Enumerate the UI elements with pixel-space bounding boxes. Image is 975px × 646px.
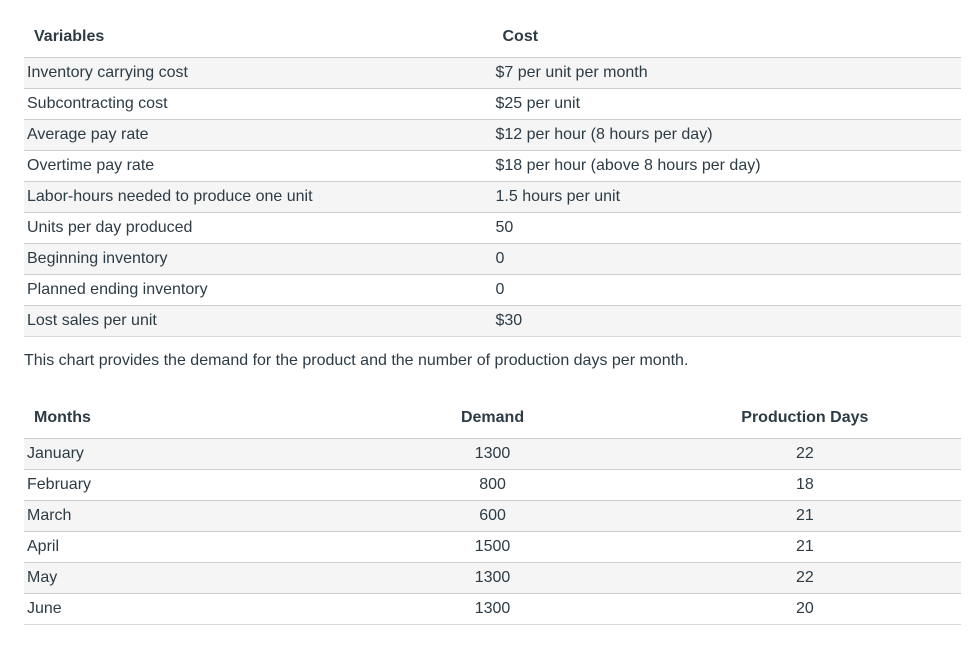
variables-column-header: Variables <box>24 20 493 58</box>
table-row: Inventory carrying cost $7 per unit per … <box>24 57 961 89</box>
demand-cell: 1300 <box>474 445 511 462</box>
variable-cost-cell: $7 per unit per month <box>495 64 648 81</box>
variable-cost-cell: $18 per hour (above 8 hours per day) <box>495 157 761 174</box>
variable-name-cell: Inventory carrying cost <box>27 64 188 81</box>
table-row: April 1500 21 <box>24 532 961 563</box>
month-cell: March <box>27 507 72 524</box>
demand-cell: 1300 <box>474 600 511 617</box>
variable-name-cell: Labor-hours needed to produce one unit <box>27 188 313 205</box>
variables-header-row: Variables Cost <box>24 20 961 58</box>
table-row: March 600 21 <box>24 500 961 532</box>
variable-cost-cell: $12 per hour (8 hours per day) <box>495 126 713 143</box>
variable-name-cell: Planned ending inventory <box>27 281 208 298</box>
table-row: January 1300 22 <box>24 438 961 470</box>
table-row: February 800 18 <box>24 470 961 501</box>
production-days-cell: 21 <box>795 507 814 524</box>
table-row: Labor-hours needed to produce one unit 1… <box>24 181 961 213</box>
demand-column-header: Demand <box>336 401 649 439</box>
variable-name-cell: Beginning inventory <box>27 250 168 267</box>
months-header-row: Months Demand Production Days <box>24 401 961 439</box>
variable-name-cell: Units per day produced <box>27 219 193 236</box>
table-row: Units per day produced 50 <box>24 213 961 244</box>
months-column-header: Months <box>24 401 337 439</box>
table-row: Subcontracting cost $25 per unit <box>24 89 961 120</box>
months-table-header: Months Demand Production Days <box>24 401 961 439</box>
production-days-cell: 22 <box>795 445 814 462</box>
month-cell: May <box>27 569 58 586</box>
demand-cell: 800 <box>479 476 506 493</box>
variables-table-body: Inventory carrying cost $7 per unit per … <box>24 57 961 337</box>
table-row: Average pay rate $12 per hour (8 hours p… <box>24 119 961 151</box>
cost-column-header: Cost <box>492 20 961 58</box>
demand-cell: 1500 <box>474 538 511 555</box>
variable-name-cell: Subcontracting cost <box>27 95 168 112</box>
variables-cost-table: Variables Cost Inventory carrying cost $… <box>24 20 961 337</box>
variable-cost-cell: 0 <box>495 250 505 267</box>
table-row: Lost sales per unit $30 <box>24 305 961 337</box>
chart-description-text: This chart provides the demand for the p… <box>24 352 689 369</box>
month-cell: January <box>27 445 84 462</box>
demand-production-table: Months Demand Production Days January 13… <box>24 401 961 625</box>
production-days-cell: 21 <box>795 538 814 555</box>
table-row: Overtime pay rate $18 per hour (above 8 … <box>24 151 961 182</box>
demand-cell: 1300 <box>474 569 511 586</box>
production-days-column-header: Production Days <box>648 401 961 439</box>
page-content: Variables Cost Inventory carrying cost $… <box>24 20 961 625</box>
variables-table-header: Variables Cost <box>24 20 961 58</box>
variable-cost-cell: $25 per unit <box>495 95 581 112</box>
month-cell: June <box>27 600 62 617</box>
variable-name-cell: Average pay rate <box>27 126 149 143</box>
month-cell: April <box>27 538 60 555</box>
months-table-body: January 1300 22 February 800 18 March 60… <box>24 438 961 625</box>
table-row: May 1300 22 <box>24 562 961 594</box>
table-row: Beginning inventory 0 <box>24 243 961 275</box>
month-cell: February <box>27 476 92 493</box>
variable-cost-cell: 1.5 hours per unit <box>495 188 621 205</box>
variable-cost-cell: 50 <box>495 219 514 236</box>
table-row: Planned ending inventory 0 <box>24 275 961 306</box>
table-row: June 1300 20 <box>24 594 961 625</box>
production-days-cell: 18 <box>795 476 814 493</box>
production-days-cell: 20 <box>795 600 814 617</box>
demand-cell: 600 <box>479 507 506 524</box>
variable-cost-cell: 0 <box>495 281 505 298</box>
variable-cost-cell: $30 <box>495 312 523 329</box>
variable-name-cell: Lost sales per unit <box>27 312 157 329</box>
variable-name-cell: Overtime pay rate <box>27 157 155 174</box>
production-days-cell: 22 <box>795 569 814 586</box>
